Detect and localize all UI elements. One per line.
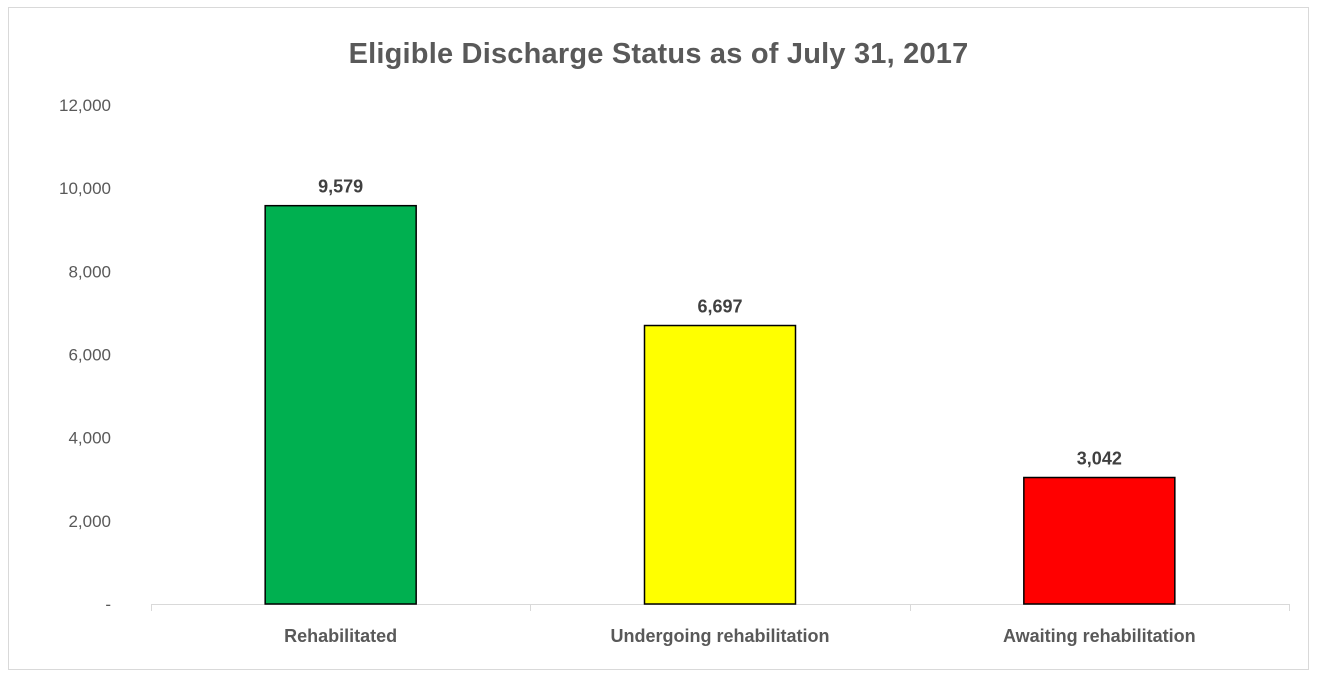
y-tick-label: 12,000 xyxy=(59,96,111,115)
bar-awaiting-rehabilitation xyxy=(1023,476,1176,605)
y-tick-label: 8,000 xyxy=(68,262,111,281)
bar-rehabilitated xyxy=(264,204,417,605)
x-category-label: Rehabilitated xyxy=(284,626,397,646)
y-tick-label: 4,000 xyxy=(68,429,111,448)
y-tick-label: 2,000 xyxy=(68,512,111,531)
chart-title: Eligible Discharge Status as of July 31,… xyxy=(348,38,969,70)
data-label: 9,579 xyxy=(318,177,363,197)
y-tick-label: - xyxy=(105,595,111,614)
x-category-label: Undergoing rehabilitation xyxy=(611,626,830,646)
y-tick-label: 6,000 xyxy=(68,346,111,365)
data-label: 6,697 xyxy=(697,297,742,317)
y-tick-label: 10,000 xyxy=(59,179,111,198)
data-label: 3,042 xyxy=(1077,449,1122,469)
x-category-label: Awaiting rehabilitation xyxy=(1003,626,1196,646)
bar-undergoing-rehabilitation xyxy=(643,324,797,605)
